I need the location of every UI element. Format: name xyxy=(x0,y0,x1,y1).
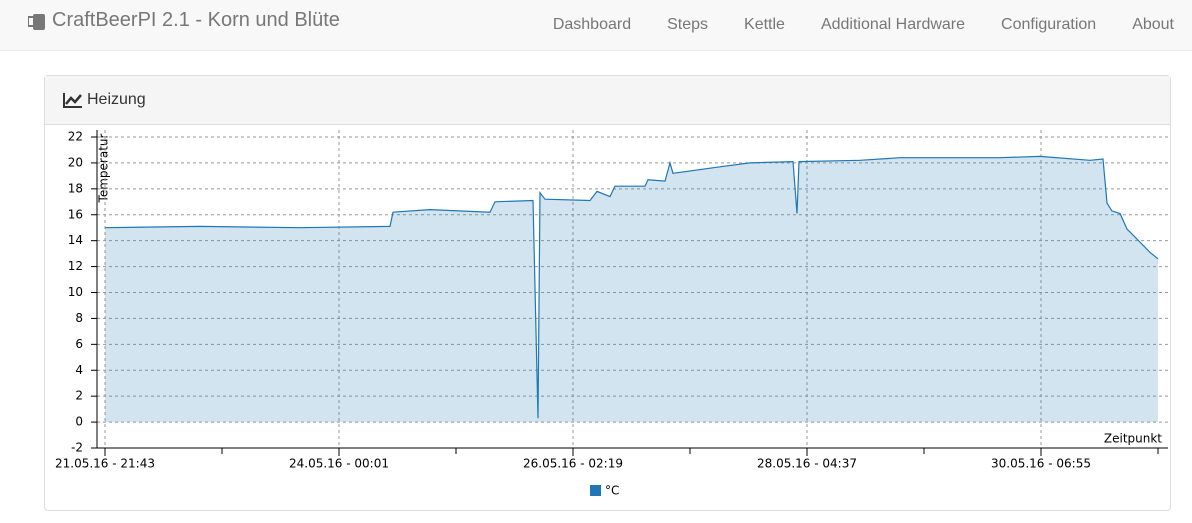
brand-icon xyxy=(28,14,45,30)
x-tick-label: 28.05.16 - 04:37 xyxy=(757,457,857,471)
nav-link[interactable]: Kettle xyxy=(744,16,785,33)
x-tick-label: 21.05.16 - 21:43 xyxy=(55,457,155,471)
x-tick-label: 30.05.16 - 06:55 xyxy=(991,457,1091,471)
y-tick-label: -2 xyxy=(71,441,83,455)
nav-links: Dashboard Steps Kettle Additional Hardwa… xyxy=(535,0,1192,50)
panel-header: Heizung xyxy=(45,76,1170,125)
brand[interactable]: CraftBeerPI 2.1 - Korn und Blüte xyxy=(52,9,340,31)
nav-link[interactable]: About xyxy=(1132,16,1174,33)
y-axis-label: Temperatur xyxy=(97,133,111,203)
line xyxy=(104,155,1159,419)
nav-link[interactable]: Dashboard xyxy=(552,16,632,33)
chart-icon xyxy=(63,93,82,108)
y-tick-label: 10 xyxy=(68,285,83,299)
area xyxy=(105,156,1158,423)
legend-swatch xyxy=(590,485,601,496)
legend-label: °C xyxy=(605,484,619,498)
nav-link[interactable]: Configuration xyxy=(1001,16,1097,33)
nav-link[interactable]: Additional Hardware xyxy=(820,16,966,33)
y-tick-label: 14 xyxy=(68,233,83,247)
y-tick-label: 20 xyxy=(68,155,83,169)
y-tick-label: 16 xyxy=(68,207,83,221)
y-tick-label: 12 xyxy=(68,259,83,273)
panel: Heizung xyxy=(44,75,1171,511)
nav-link[interactable]: Steps xyxy=(667,16,709,33)
panel-title: Heizung xyxy=(87,91,146,108)
y-tick-label: 22 xyxy=(68,130,83,144)
y-tick-label: 4 xyxy=(75,363,83,377)
y-tick-label: 2 xyxy=(75,389,83,403)
y-tick-label: 18 xyxy=(68,181,83,195)
x-axis-label: Zeitpunkt xyxy=(1104,432,1162,446)
y-tick-label: 0 xyxy=(75,415,83,429)
y-tick-label: 8 xyxy=(75,311,83,325)
x-tick-label: 24.05.16 - 00:01 xyxy=(289,457,389,471)
x-tick-label: 26.05.16 - 02:19 xyxy=(523,457,623,471)
navbar: CraftBeerPI 2.1 - Korn und Blüte Dashboa… xyxy=(0,0,1192,51)
y-tick-label: 6 xyxy=(75,337,83,351)
